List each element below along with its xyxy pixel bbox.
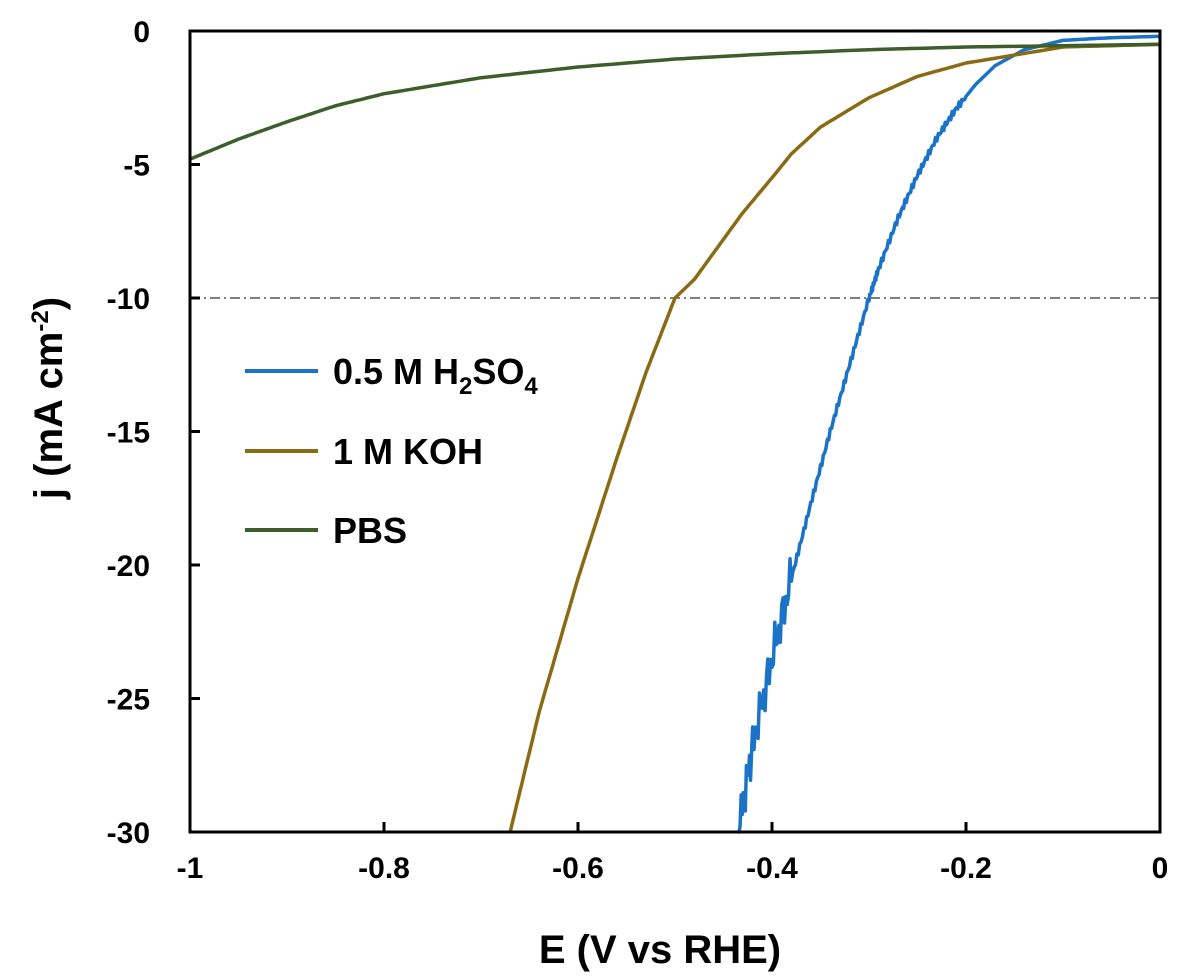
y-axis-title: j (mA cm-2) [27, 297, 71, 500]
legend-label-h2so4: 0.5 M H2SO4 [333, 351, 538, 400]
x-tick-label: 0 [1152, 852, 1169, 885]
y-tick-label: -30 [107, 817, 150, 850]
y-tick-label: -10 [107, 283, 150, 316]
legend-label-h2so4-part2: SO [472, 351, 524, 392]
legend-item-h2so4: 0.5 M H2SO4 [245, 351, 538, 400]
x-axis: -1 -0.8 -0.6 -0.4 -0.2 0 [177, 822, 1169, 885]
y-axis-title-superscript: -2 [27, 310, 54, 331]
y-tick-label: -25 [107, 684, 150, 717]
legend-item-koh: 1 M KOH [245, 431, 483, 472]
y-axis: 0 -5 -10 -15 -20 -25 -30 [107, 16, 200, 850]
x-tick-label: -0.8 [358, 852, 410, 885]
legend-label-h2so4-sub1: 2 [459, 373, 472, 400]
y-tick-label: -5 [123, 150, 150, 183]
y-tick-label: -15 [107, 417, 150, 450]
x-tick-label: -0.6 [552, 852, 604, 885]
y-axis-title-close: ) [27, 297, 71, 310]
y-tick-label: -20 [107, 550, 150, 583]
x-tick-label: -1 [177, 852, 204, 885]
series-line-pbs [189, 42, 1160, 161]
legend-label-h2so4-part1: 0.5 M H [333, 351, 459, 392]
series-line-koh [508, 42, 1161, 833]
y-axis-title-main: j (mA cm [27, 332, 71, 500]
series-line-h2so4 [737, 34, 1161, 834]
legend: 0.5 M H2SO4 1 M KOH PBS [245, 351, 538, 551]
legend-label-koh: 1 M KOH [333, 431, 483, 472]
y-tick-label: 0 [133, 16, 150, 49]
x-axis-title: E (V vs RHE) [539, 928, 781, 972]
legend-label-pbs: PBS [333, 510, 407, 551]
legend-label-h2so4-sub2: 4 [524, 373, 538, 400]
x-tick-label: -0.4 [746, 852, 798, 885]
legend-item-pbs: PBS [245, 510, 407, 551]
series-layer [189, 34, 1161, 834]
x-tick-label: -0.2 [940, 852, 992, 885]
